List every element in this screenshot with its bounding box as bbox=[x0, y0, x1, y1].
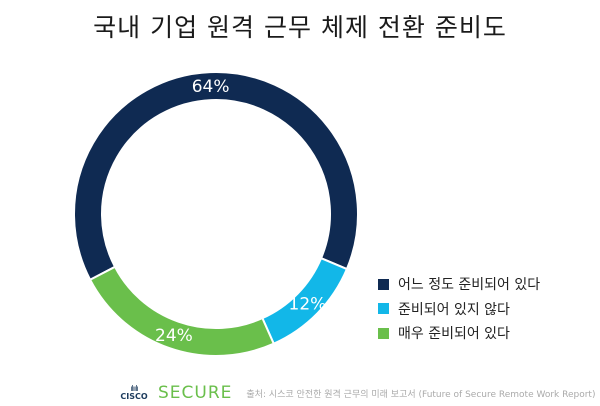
source-text: 출처: 시스코 안전한 원격 근무의 미래 보고서 (Future of Sec… bbox=[246, 389, 596, 400]
legend: 어느 정도 준비되어 있다 준비되어 있지 않다 매우 준비되어 있다 bbox=[378, 272, 540, 346]
legend-label: 어느 정도 준비되어 있다 bbox=[398, 277, 541, 294]
slice-1 bbox=[73, 71, 359, 282]
data-label: 24% bbox=[155, 326, 193, 346]
data-label: 12% bbox=[289, 295, 327, 315]
legend-item: 어느 정도 준비되어 있다 bbox=[378, 272, 540, 297]
data-label: 64% bbox=[192, 77, 230, 97]
legend-label: 준비되어 있지 않다 bbox=[398, 301, 510, 318]
brand-name: SECURE bbox=[158, 383, 233, 403]
legend-item: 준비되어 있지 않다 bbox=[378, 297, 540, 322]
legend-swatch bbox=[378, 327, 389, 339]
chart-title: 국내 기업 원격 근무 체제 전환 준비도 bbox=[93, 13, 507, 42]
legend-swatch bbox=[378, 278, 389, 290]
cisco-logo: ılıılı CISCO bbox=[120, 384, 148, 401]
legend-swatch bbox=[378, 303, 389, 315]
slice-3 bbox=[88, 265, 276, 357]
footer: ılıılı CISCO SECURE 출처: 시스코 안전한 원격 근무의 미래… bbox=[118, 383, 595, 403]
legend-item: 매우 준비되어 있다 bbox=[378, 321, 540, 346]
legend-label: 매우 준비되어 있다 bbox=[398, 326, 510, 343]
